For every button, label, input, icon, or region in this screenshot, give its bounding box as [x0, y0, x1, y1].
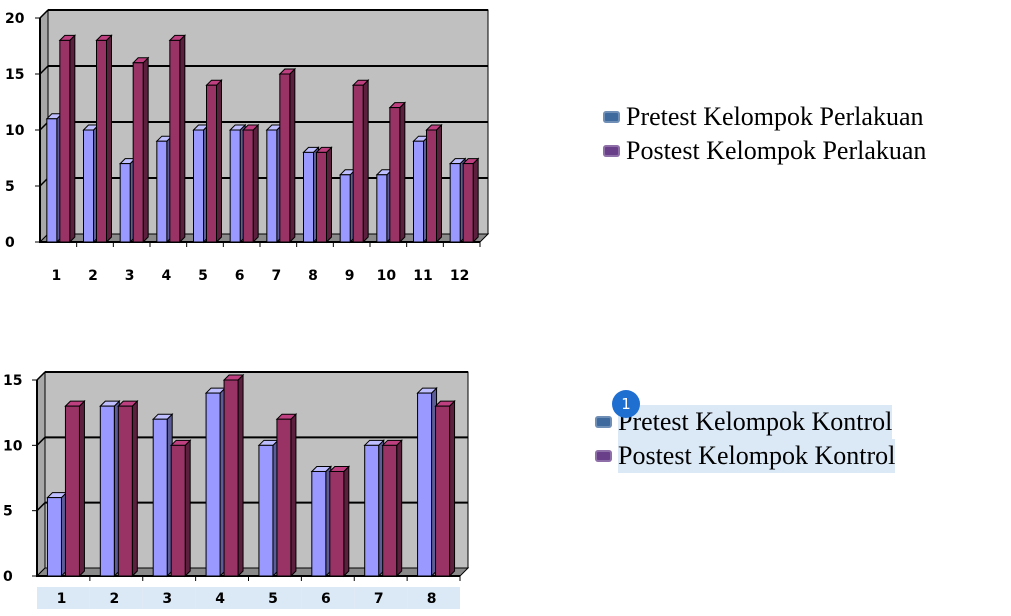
x-label-highlight: [195, 587, 249, 609]
x-tick-label: 4: [215, 591, 225, 607]
x-tick-label: 1: [51, 268, 61, 284]
x-tick-label: 4: [161, 268, 171, 284]
bar-postest: [131, 56, 150, 244]
y-tick-label: 10: [5, 123, 25, 139]
y-tick-label: 15: [3, 373, 22, 389]
y-tick-label: 0: [5, 235, 15, 251]
x-label-highlight: [248, 587, 302, 609]
gridline-connector: [39, 65, 49, 75]
legend-item-pretest: Pretest Kelompok Perlakuan: [603, 100, 926, 134]
chart-kontrol: 0 5 10 15 1 2 3 4 5 6 7 8: [3, 370, 470, 609]
x-tick-label: 7: [374, 591, 384, 607]
bar-postest: [117, 399, 139, 578]
x-tick-label: 7: [271, 268, 281, 284]
y-tick-label: 15: [5, 67, 24, 83]
y-tick-label: 20: [5, 11, 25, 27]
x-tick-label: 3: [162, 591, 172, 607]
y-tick-label: 5: [3, 504, 13, 520]
legend-item-postest: Postest Kelompok Kontrol: [595, 439, 896, 473]
x-tick-label: 8: [308, 268, 318, 284]
bar-postest: [95, 34, 113, 244]
x-tick-label: 2: [88, 268, 98, 284]
bar-pretest: [416, 386, 438, 578]
legend-label-pretest: Pretest Kelompok Kontrol: [618, 405, 893, 439]
bar-postest: [275, 412, 298, 578]
bar-pretest: [99, 399, 121, 578]
plot-side-wall: [36, 370, 46, 578]
bar-pretest: [363, 439, 385, 578]
gridline-connector: [39, 9, 49, 19]
bar-postest: [205, 78, 223, 244]
annotation-marker[interactable]: 1: [612, 390, 640, 418]
bar-postest: [434, 399, 456, 578]
x-tick-label: 9: [345, 268, 355, 284]
x-tick-label: 2: [109, 591, 119, 607]
x-label-highlight: [37, 587, 90, 609]
x-tick-label: 1: [57, 591, 67, 607]
bar-postest: [461, 157, 480, 244]
bar-postest: [315, 146, 333, 244]
x-label-highlight: [354, 587, 408, 609]
x-tick-label: 3: [125, 268, 135, 284]
y-tick-label: 10: [3, 438, 23, 454]
bar-postest: [58, 34, 77, 244]
x-label-highlight: [301, 587, 355, 609]
legend-swatch-pretest: [603, 111, 620, 123]
x-tick-label: 5: [198, 268, 208, 284]
bar-postest: [168, 34, 187, 244]
legend-item-postest: Postest Kelompok Perlakuan: [603, 134, 926, 168]
x-tick-label: 6: [235, 268, 245, 284]
legend-swatch-postest: [603, 145, 620, 157]
legend-item-pretest: Pretest Kelompok Kontrol: [595, 405, 895, 439]
x-tick-label: 8: [427, 591, 437, 607]
legend-perlakuan: Pretest Kelompok Perlakuan Postest Kelom…: [603, 100, 926, 168]
gridline-connector: [36, 502, 46, 512]
legend-label-postest: Postest Kelompok Kontrol: [618, 439, 896, 473]
legend-swatch-postest: [595, 450, 612, 462]
x-label-highlight: [407, 587, 460, 609]
legend-label-pretest: Pretest Kelompok Perlakuan: [626, 102, 924, 131]
bar-postest: [64, 399, 86, 578]
x-tick-label: 6: [321, 591, 331, 607]
legend-swatch-pretest: [595, 416, 612, 428]
bar-postest: [278, 67, 297, 244]
bar-pretest: [310, 465, 333, 578]
x-label-highlight: [89, 587, 143, 609]
x-tick-label: 5: [268, 591, 278, 607]
x-tick-label: 10: [377, 268, 397, 284]
gridline-connector: [36, 371, 46, 381]
bar-postest: [222, 373, 245, 578]
x-label-highlight: [142, 587, 196, 609]
y-tick-label: 5: [5, 179, 15, 195]
bar-postest: [169, 439, 192, 578]
bar-postest: [381, 439, 403, 578]
bar-postest: [388, 101, 407, 244]
bar-postest: [425, 123, 443, 244]
x-tick-label: 11: [413, 268, 432, 284]
y-tick-label: 0: [3, 569, 13, 585]
bar-postest: [351, 78, 370, 244]
bar-postest: [328, 465, 351, 578]
legend-kontrol: Pretest Kelompok Kontrol Postest Kelompo…: [595, 405, 896, 473]
x-tick-label: 12: [450, 268, 469, 284]
bar-pretest: [151, 412, 174, 578]
bar-pretest: [204, 386, 227, 578]
bar-pretest: [46, 491, 68, 578]
bar-postest: [241, 123, 260, 244]
bar-pretest: [257, 439, 280, 578]
legend-label-postest: Postest Kelompok Perlakuan: [626, 136, 927, 165]
gridline-connector: [36, 436, 46, 446]
